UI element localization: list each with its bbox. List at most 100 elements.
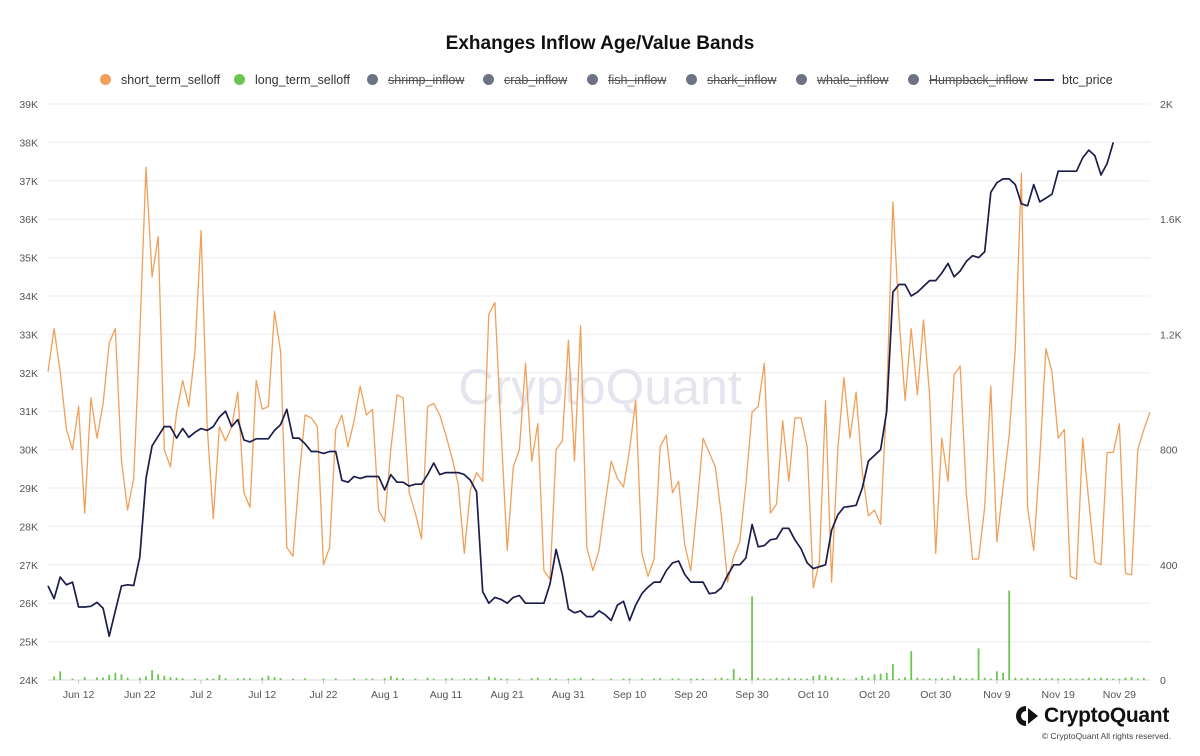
x-tick-label: Jul 12 bbox=[248, 689, 276, 700]
long-term-selloff-bar bbox=[855, 677, 858, 680]
long-term-selloff-bar bbox=[622, 678, 625, 680]
long-term-selloff-bar bbox=[432, 678, 435, 680]
long-term-selloff-bar bbox=[983, 677, 986, 680]
x-tick-label: Oct 30 bbox=[920, 689, 951, 700]
long-term-selloff-bar bbox=[989, 678, 992, 680]
cryptoquant-logo: CryptoQuant bbox=[1014, 704, 1169, 730]
long-term-selloff-bar bbox=[506, 678, 509, 680]
long-term-selloff-bar bbox=[873, 674, 876, 680]
long-term-selloff-bar bbox=[732, 669, 735, 680]
btc-price-line bbox=[47, 142, 1115, 638]
long-term-selloff-bar bbox=[114, 672, 117, 680]
long-term-selloff-bar bbox=[879, 673, 882, 680]
long-term-selloff-bar bbox=[628, 678, 631, 680]
long-term-selloff-bar bbox=[236, 678, 239, 680]
legend-dot-marker bbox=[234, 74, 245, 85]
long-term-selloff-bar bbox=[891, 664, 894, 680]
long-term-selloff-bar bbox=[677, 678, 680, 680]
long-term-selloff-bar bbox=[353, 678, 356, 680]
long-term-selloff-bar bbox=[806, 678, 809, 680]
long-term-selloff-bar bbox=[291, 678, 294, 680]
long-term-selloff-bar bbox=[1002, 672, 1004, 680]
x-tick-label: Sep 20 bbox=[674, 689, 707, 700]
long-term-selloff-bar bbox=[1106, 678, 1109, 680]
x-tick-label: Aug 31 bbox=[552, 689, 585, 700]
legend-dot-marker bbox=[100, 74, 111, 85]
legend-dot-marker bbox=[587, 74, 598, 85]
long-term-selloff-bars bbox=[53, 590, 1145, 680]
legend-label: short_term_selloff bbox=[121, 73, 221, 87]
x-tick-label: Nov 19 bbox=[1042, 689, 1075, 700]
long-term-selloff-bar bbox=[1008, 590, 1011, 680]
long-term-selloff-bar bbox=[445, 678, 447, 680]
chart-series-lines bbox=[47, 142, 1151, 638]
long-term-selloff-bar bbox=[689, 678, 692, 680]
y-right-tick-label: 1.6K bbox=[1160, 214, 1182, 226]
long-term-selloff-bar bbox=[279, 678, 282, 680]
long-term-selloff-bar bbox=[1136, 678, 1139, 680]
long-term-selloff-bar bbox=[261, 677, 264, 680]
long-term-selloff-bar bbox=[530, 678, 533, 680]
legend-dot-marker bbox=[483, 74, 494, 85]
long-term-selloff-bar bbox=[610, 678, 613, 680]
long-term-selloff-bar bbox=[145, 676, 147, 680]
long-term-selloff-bar bbox=[934, 678, 937, 680]
long-term-selloff-bar bbox=[59, 671, 62, 680]
long-term-selloff-bar bbox=[1118, 678, 1121, 680]
long-term-selloff-bar bbox=[885, 672, 888, 680]
long-term-selloff-bar bbox=[696, 678, 698, 680]
chart-watermark: CryptoQuant bbox=[458, 359, 742, 415]
long-term-selloff-bar bbox=[1075, 678, 1078, 680]
y-axis-left: 24K 25K 26K 27K 28K 29K 30K 31K 32K 33K 34K 35K 36K 3… bbox=[19, 99, 38, 687]
long-term-selloff-bar bbox=[218, 674, 221, 680]
x-tick-label: Sep 10 bbox=[613, 689, 646, 700]
chart-gridlines bbox=[48, 103, 1150, 681]
y-left-tick-label: 38K bbox=[19, 137, 38, 149]
x-tick-label: Oct 10 bbox=[798, 689, 829, 700]
long-term-selloff-bar bbox=[757, 677, 760, 680]
y-right-tick-label: 800 bbox=[1160, 445, 1178, 457]
long-term-selloff-bar bbox=[181, 678, 184, 680]
x-tick-label: Aug 11 bbox=[430, 689, 463, 700]
long-term-selloff-bar bbox=[249, 678, 251, 680]
copyright-text: © CryptoQuant All rights reserved. bbox=[1041, 731, 1171, 741]
long-term-selloff-bar bbox=[151, 670, 153, 680]
x-tick-label: Oct 20 bbox=[859, 689, 890, 700]
long-term-selloff-bar bbox=[518, 678, 521, 680]
x-tick-label: Jun 12 bbox=[63, 689, 95, 700]
long-term-selloff-bar bbox=[794, 678, 796, 680]
legend-dot-marker bbox=[796, 74, 807, 85]
long-term-selloff-bar bbox=[653, 678, 655, 680]
y-left-tick-label: 37K bbox=[19, 176, 38, 188]
long-term-selloff-bar bbox=[426, 677, 429, 680]
long-term-selloff-bar bbox=[745, 678, 747, 680]
long-term-selloff-bar bbox=[1100, 677, 1102, 680]
long-term-selloff-bar bbox=[959, 677, 962, 680]
long-term-selloff-bar bbox=[555, 678, 558, 680]
long-term-selloff-bar bbox=[671, 678, 674, 680]
long-term-selloff-bar bbox=[1124, 677, 1127, 680]
long-term-selloff-bar bbox=[842, 678, 845, 680]
long-term-selloff-bar bbox=[726, 678, 729, 680]
long-term-selloff-bar bbox=[414, 678, 417, 680]
legend-label: whale_inflow bbox=[817, 73, 889, 87]
long-term-selloff-bar bbox=[977, 648, 980, 680]
long-term-selloff-bar bbox=[763, 678, 766, 680]
long-term-selloff-bar bbox=[591, 678, 594, 680]
y-left-tick-label: 39K bbox=[19, 99, 38, 111]
long-term-selloff-bar bbox=[1087, 677, 1090, 680]
long-term-selloff-bar bbox=[702, 678, 704, 680]
x-tick-label: Jun 22 bbox=[124, 689, 156, 700]
long-term-selloff-bar bbox=[996, 671, 998, 680]
legend-dot-marker bbox=[367, 74, 378, 85]
legend-dot-marker bbox=[908, 74, 919, 85]
y-left-tick-label: 34K bbox=[19, 291, 38, 303]
long-term-selloff-bar bbox=[910, 651, 913, 680]
legend-line-marker bbox=[1034, 79, 1054, 81]
long-term-selloff-bar bbox=[1130, 677, 1133, 680]
long-term-selloff-bar bbox=[83, 677, 86, 680]
long-term-selloff-bar bbox=[898, 678, 900, 680]
long-term-selloff-bar bbox=[818, 674, 821, 680]
long-term-selloff-bar bbox=[720, 677, 723, 680]
long-term-selloff-bar bbox=[96, 677, 98, 680]
